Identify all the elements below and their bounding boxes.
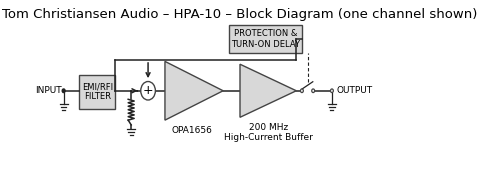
Circle shape xyxy=(300,89,303,93)
Text: 200 MHz
High-Current Buffer: 200 MHz High-Current Buffer xyxy=(224,123,312,142)
FancyBboxPatch shape xyxy=(229,25,302,53)
Text: OUTPUT: OUTPUT xyxy=(336,86,372,95)
FancyBboxPatch shape xyxy=(79,75,115,109)
Text: OPA1656: OPA1656 xyxy=(172,126,213,135)
Text: Tom Christiansen Audio – HPA-10 – Block Diagram (one channel shown): Tom Christiansen Audio – HPA-10 – Block … xyxy=(2,8,478,21)
Circle shape xyxy=(331,89,333,93)
Polygon shape xyxy=(165,61,223,120)
Text: PROTECTION &
TURN-ON DELAY: PROTECTION & TURN-ON DELAY xyxy=(231,29,300,49)
Circle shape xyxy=(62,89,65,93)
Polygon shape xyxy=(240,64,296,117)
Circle shape xyxy=(141,82,156,100)
Text: INPUT: INPUT xyxy=(35,86,62,95)
Text: EMI/RFI
FILTER: EMI/RFI FILTER xyxy=(82,82,113,101)
Circle shape xyxy=(312,89,314,93)
Text: +: + xyxy=(143,84,154,97)
